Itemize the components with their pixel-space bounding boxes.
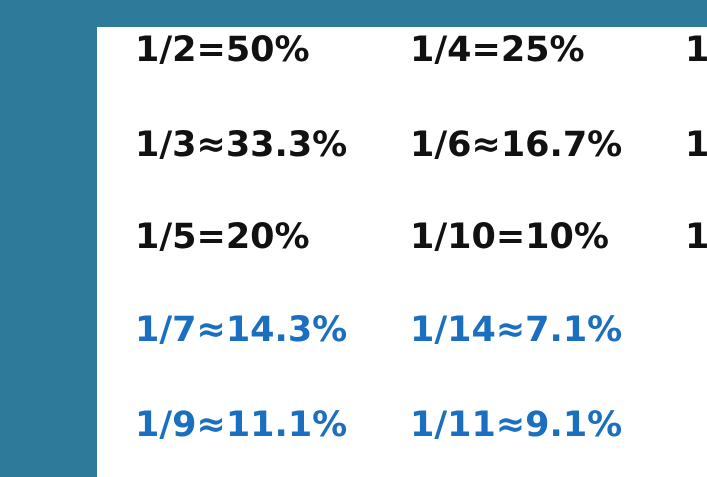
fraction-tenth: 1/10=10% (410, 217, 609, 257)
fraction-cutoff-1: 1 (685, 30, 707, 70)
fraction-half: 1/2=50% (135, 30, 310, 70)
fraction-sixth: 1/6≈16.7% (410, 125, 623, 165)
fraction-ninth: 1/9≈11.1% (135, 405, 348, 445)
fraction-fourteenth: 1/14≈7.1% (410, 310, 623, 350)
fraction-fifth: 1/5=20% (135, 217, 310, 257)
fraction-cutoff-3: 1 (685, 217, 707, 257)
fraction-third: 1/3≈33.3% (135, 125, 348, 165)
fraction-eleventh: 1/11≈9.1% (410, 405, 623, 445)
fraction-cutoff-2: 1 (685, 125, 707, 165)
fraction-seventh: 1/7≈14.3% (135, 310, 348, 350)
fraction-quarter: 1/4=25% (410, 30, 585, 70)
slide-content: 1/2=50% 1/4=25% 1 1/3≈33.3% 1/6≈16.7% 1 … (97, 27, 707, 477)
